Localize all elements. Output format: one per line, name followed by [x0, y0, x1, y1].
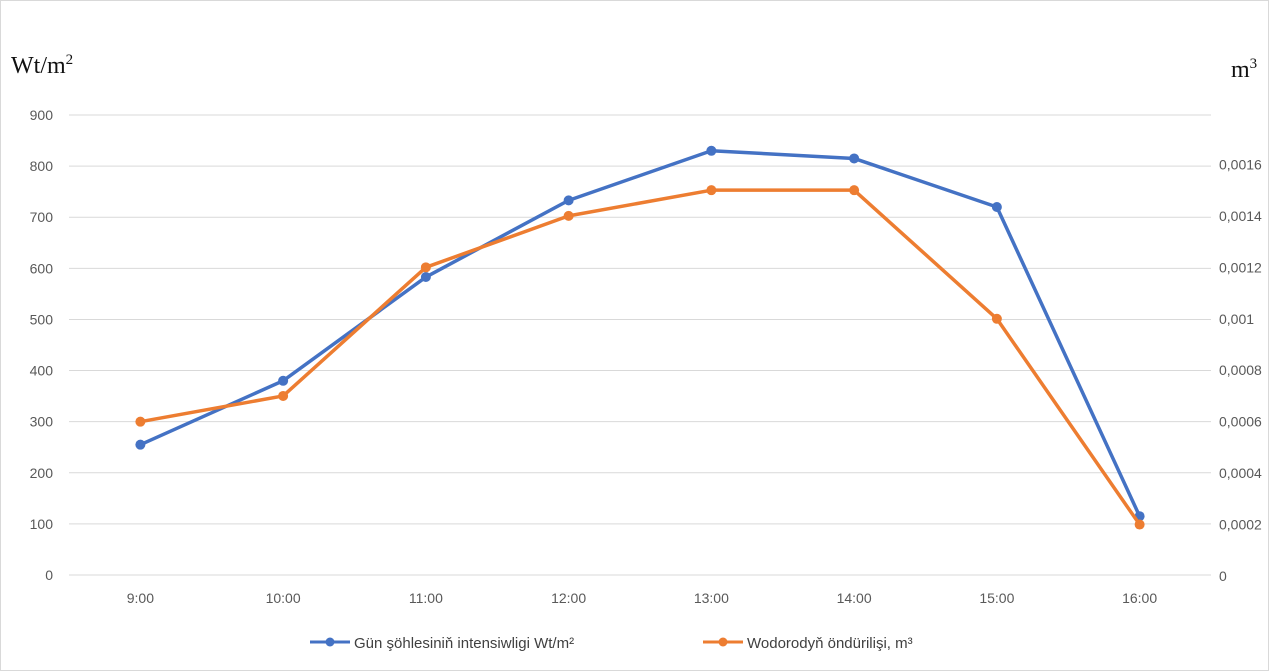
data-point-solar	[420, 272, 431, 283]
legend-label-solar: Gün şöhlesiniň intensiwligi Wt/m²	[354, 635, 574, 652]
left-axis-unit-base: Wt/m	[11, 53, 66, 79]
left-tick-label: 300	[30, 414, 54, 430]
left-tick-label: 800	[30, 158, 54, 174]
right-tick-label: 0,0012	[1219, 259, 1262, 275]
right-tick-label: 0,0016	[1219, 156, 1262, 172]
series-layer	[135, 145, 1145, 530]
legend-swatch-marker-hydrogen	[718, 637, 728, 647]
x-tick-label: 15:00	[979, 590, 1014, 606]
x-tick-label: 16:00	[1122, 590, 1157, 606]
left-tick-label: 400	[30, 363, 54, 379]
data-point-hydrogen	[1134, 519, 1145, 530]
data-point-hydrogen	[278, 390, 289, 401]
x-tick-label: 9:00	[127, 590, 154, 606]
left-axis-ticks: 0 100 200 300 400 500 600 700 800 900	[30, 107, 54, 583]
legend: Gün şöhlesiniň intensiwligi Wt/m² Wodoro…	[310, 635, 913, 652]
data-point-hydrogen	[420, 262, 431, 273]
gridlines	[69, 114, 1211, 576]
left-axis-unit: Wt/m2	[11, 52, 73, 79]
right-tick-label: 0,0002	[1219, 517, 1262, 533]
x-tick-label: 11:00	[409, 590, 443, 606]
legend-item-solar: Gün şöhlesiniň intensiwligi Wt/m²	[310, 635, 574, 652]
left-tick-label: 600	[30, 260, 54, 276]
data-point-solar	[135, 439, 146, 450]
right-axis-unit-sup: 3	[1250, 56, 1258, 72]
data-point-hydrogen	[706, 185, 717, 196]
legend-swatch-marker-solar	[325, 637, 335, 647]
right-tick-label: 0,0014	[1219, 208, 1262, 224]
right-tick-label: 0,001	[1219, 311, 1254, 327]
series-line-solar	[138, 149, 1142, 518]
x-tick-label: 14:00	[837, 590, 872, 606]
right-tick-label: 0,0006	[1219, 414, 1262, 430]
x-axis-ticks: 9:00 10:00 11:00 12:00 13:00 14:00 15:00 16:00	[127, 590, 1158, 606]
left-tick-label: 700	[30, 209, 54, 225]
right-axis-unit: m3	[1231, 56, 1257, 83]
left-tick-label: 900	[30, 107, 54, 123]
legend-label-hydrogen: Wodorodyň öndürilişi, m³	[747, 635, 913, 652]
right-axis-unit-base: m	[1231, 57, 1250, 83]
right-tick-label: 0,0004	[1219, 465, 1262, 481]
x-tick-label: 13:00	[694, 590, 729, 606]
left-tick-label: 200	[30, 465, 54, 481]
x-tick-label: 10:00	[266, 590, 301, 606]
right-tick-label: 0	[1219, 568, 1227, 584]
left-axis-unit-sup: 2	[66, 52, 74, 68]
data-point-solar	[991, 202, 1002, 212]
x-tick-label: 12:00	[551, 590, 586, 606]
data-point-hydrogen	[563, 210, 574, 221]
right-axis-ticks: 0 0,0002 0,0004 0,0006 0,0008 0,001 0,0012 0,00…	[1219, 156, 1262, 584]
left-tick-label: 500	[30, 311, 54, 327]
data-point-solar	[563, 195, 574, 206]
left-tick-label: 0	[45, 567, 53, 583]
right-tick-label: 0,0008	[1219, 362, 1262, 378]
data-point-solar	[706, 145, 717, 156]
legend-item-hydrogen: Wodorodyň öndürilişi, m³	[703, 635, 913, 652]
data-point-hydrogen	[849, 185, 860, 196]
data-point-solar	[849, 153, 860, 164]
series-line-hydrogen	[138, 188, 1142, 527]
data-point-hydrogen	[991, 313, 1002, 324]
data-point-hydrogen	[135, 416, 146, 427]
left-tick-label: 100	[30, 516, 54, 532]
data-point-solar	[278, 375, 289, 386]
